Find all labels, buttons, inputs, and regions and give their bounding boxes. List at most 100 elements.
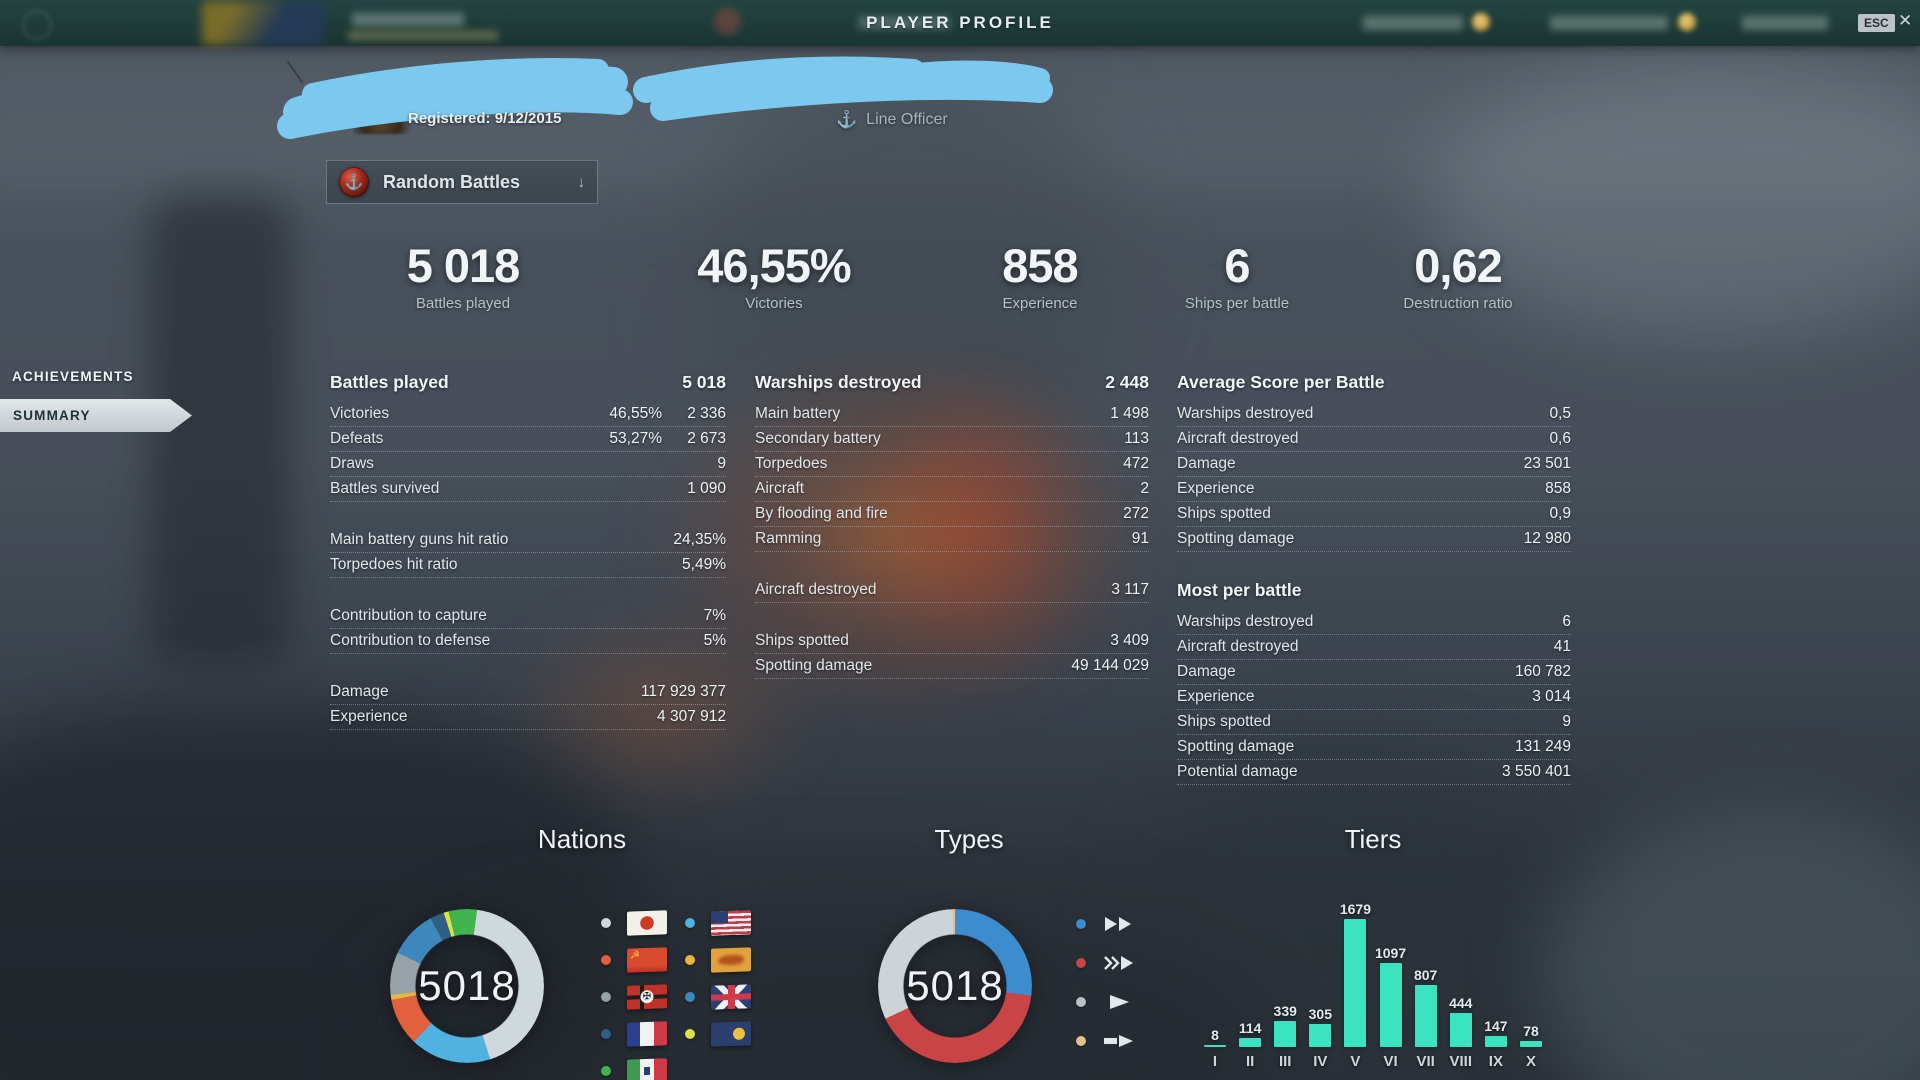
stat-label: Main battery guns hit ratio [330,531,509,548]
blurred-account-name [352,13,464,26]
italy-flag-icon [627,1057,667,1080]
tier-bar [1519,1041,1542,1047]
stat-row: Torpedoes hit ratio 5,49% [330,553,726,578]
type-legend-item [1076,982,1136,1021]
stat-value: 9 [1562,713,1571,730]
tier-bar [1309,1024,1332,1047]
stat-row: Aircraft destroyed 3 117 [755,578,1149,603]
carrier-legend-dot [1076,1035,1086,1046]
tier-bar-value: 147 [1484,1018,1508,1034]
stat-value: 12 980 [1523,530,1571,547]
stat-label: Ships spotted [755,632,849,649]
tier-bar-group: 305 IV [1305,1006,1335,1071]
stat-header-value: 2 448 [1105,372,1149,392]
blurred-clan-emblem [202,1,324,45]
stat-header-value: 5 018 [682,372,726,392]
stat-value: 0,9 [1549,505,1571,522]
stat-label: Secondary battery [755,430,881,447]
stat-label: Spotting damage [1177,530,1295,547]
nation-legend-item [601,1020,667,1047]
tier-label: IV [1313,1053,1328,1070]
tier-label: II [1245,1053,1255,1070]
stat-label: Damage [1177,455,1236,472]
stat-row: Damage 23 501 [1177,452,1571,477]
stat-value: 272 [1123,505,1149,522]
stat-row: Experience 4 307 912 [330,705,726,730]
type-legend-item [1076,943,1136,982]
types-donut-ring [878,909,1032,1063]
sidebar-item-summary[interactable]: SUMMARY [0,399,192,432]
stat-row: Aircraft destroyed 41 [1177,635,1571,660]
stat-victories: 46,55% Victories [697,239,851,312]
stat-label: Ramming [755,530,822,547]
stat-label: Torpedoes [755,455,828,472]
stat-ships-per-battle: 6 Ships per battle [1184,239,1290,312]
stat-label: Ships spotted [1177,713,1271,730]
tier-bar-group: 444 VIII [1446,995,1476,1071]
nations-legend [601,904,751,1080]
nation-legend-item [685,1020,751,1047]
esc-key-badge[interactable]: ESC [1858,14,1895,32]
stat-label: Aircraft destroyed [1177,638,1299,655]
tier-bar-group: 147 IX [1481,1018,1511,1071]
stat-row: Warships destroyed 6 [1177,610,1571,635]
uk-flag-icon [711,983,751,1010]
most-per-battle-block: Most per battle Warships destroyed 6 Aircra… [1177,580,1571,785]
carrier-icon [1102,1033,1136,1049]
stat-row: Damage 160 782 [1177,660,1571,685]
stat-section-header: Average Score per Battle [1177,372,1571,393]
stat-percent: 53,27% [609,430,662,447]
battle-type-selector[interactable]: ⚓ Random Battles ↓ [326,160,598,204]
average-score-block: Average Score per Battle Warships destroy… [1177,372,1571,552]
stat-label: Aircraft destroyed [755,581,877,598]
stat-row: Main battery guns hit ratio 24,35% [330,528,726,553]
stat-value: 472 [1123,455,1149,472]
germany-legend-dot [601,991,611,1002]
stat-value: 160 782 [1514,663,1571,680]
tier-bar-group: 114 II [1235,1020,1265,1071]
blurred-coin-icon [1472,13,1490,31]
nations-donut-ring [390,909,544,1063]
tier-label: I [1212,1053,1218,1070]
stat-value: 6 [1562,613,1571,630]
tier-bar-group: 339 III [1270,1003,1300,1071]
stat-label: Battles survived [330,480,440,497]
stat-group: Main battery 1 498 Secondary battery 113 Tor… [755,402,1149,552]
close-icon[interactable]: ✕ [1898,11,1913,30]
blurred-coin-icon [1678,13,1696,31]
blurred-ship-silhouette [0,706,640,1080]
nation-legend-item [601,909,667,936]
stat-percent: 46,55% [609,405,662,422]
stat-label: Main battery [755,405,841,422]
stat-label: Defeats [330,430,384,447]
stat-value: 24,35% [673,531,726,548]
stat-value: 1 090 [687,480,726,497]
stat-value: 858 [1545,480,1571,497]
stat-value: 3 550 401 [1502,763,1571,780]
registered-date: Registered: 9/12/2015 [408,110,562,127]
france-legend-dot [601,1028,611,1039]
player-rank: ⚓ Line Officer [836,110,948,130]
dropdown-arrow-icon: ↓ [577,173,586,191]
tier-bar-value: 78 [1523,1023,1539,1039]
stat-row: Ramming 91 [755,527,1149,552]
panasia-flag-icon [711,946,751,973]
stat-value: 3 409 [1110,632,1149,649]
blurred-currency-value [1742,16,1828,30]
tier-bar-group: 807 VII [1411,967,1441,1071]
stat-row: Ships spotted 0,9 [1177,502,1571,527]
stat-label: Warships destroyed [1177,405,1314,422]
nation-legend-item [685,983,751,1010]
censor-scribbles [277,56,1053,139]
types-donut-chart: 5018 [878,909,1032,1063]
stat-row: Ships spotted 3 409 [755,629,1149,654]
stat-row: Contribution to defense 5% [330,629,726,654]
stat-value: 4 307 912 [657,708,726,725]
stat-label: Ships spotted [1177,505,1271,522]
stat-section-header: Most per battle [1177,580,1571,601]
stat-label: Aircraft [755,480,805,497]
tier-bar [1449,1013,1472,1047]
sidebar-item-achievements[interactable]: ACHIEVEMENTS [12,369,134,384]
stat-label: Draws [330,455,374,472]
stat-row: Potential damage 3 550 401 [1177,760,1571,785]
